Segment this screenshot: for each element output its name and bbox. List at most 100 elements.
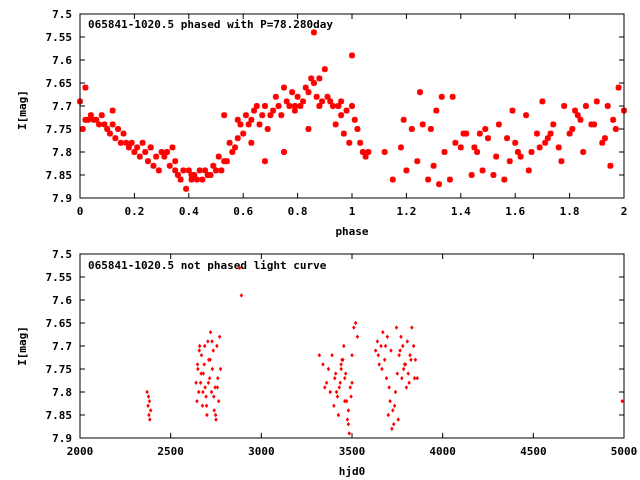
- phased-x-tick-label: 0.2: [124, 205, 144, 218]
- unphased-data-point: [343, 371, 348, 376]
- phased-data-point: [310, 29, 317, 36]
- phased-data-point: [354, 126, 361, 132]
- phased-data-point: [506, 158, 513, 165]
- phased-data-point: [278, 112, 285, 119]
- unphased-data-point: [202, 362, 206, 367]
- phased-data-point: [177, 176, 184, 183]
- phased-data-point: [248, 139, 255, 146]
- phased-data-point: [414, 158, 421, 165]
- unphased-data-point: [147, 399, 152, 404]
- unphased-data-point: [212, 408, 216, 413]
- phased-data-point: [438, 93, 445, 100]
- unphased-data-point: [344, 399, 349, 404]
- phased-data-point: [335, 103, 342, 109]
- phased-data-point: [544, 135, 551, 142]
- phased-y-tick-label: 7.8: [52, 146, 72, 159]
- unphased-data-point: [375, 339, 380, 344]
- unphased-x-tick-label: 5000: [611, 445, 638, 458]
- phased-data-point: [561, 103, 568, 109]
- unphased-data-point: [206, 339, 210, 344]
- phased-y-axis-label: I[mag]: [16, 90, 29, 130]
- phased-data-point: [98, 112, 105, 119]
- unphased-data-point: [382, 357, 387, 362]
- phased-data-point: [240, 130, 247, 137]
- phased-data-point: [615, 84, 622, 91]
- unphased-chart: 065841-1020.5 not phased light curve hjd…: [16, 248, 637, 478]
- phased-data-point: [316, 103, 323, 109]
- phased-x-tick-label: 0: [77, 205, 84, 218]
- phased-data-point: [610, 116, 617, 123]
- unphased-data-point: [216, 376, 220, 381]
- unphased-data-point: [333, 376, 337, 381]
- phased-data-point: [604, 103, 611, 109]
- phased-data-point: [87, 112, 94, 119]
- unphased-data-point: [210, 366, 215, 372]
- unphased-data-point: [379, 343, 383, 349]
- phased-data-point: [183, 185, 190, 192]
- phased-data-point: [234, 116, 241, 123]
- unphased-data-point: [338, 380, 342, 385]
- phased-y-tick-label: 7.5: [52, 8, 72, 21]
- phased-x-tick-label: 0.4: [179, 205, 199, 218]
- phased-data-point: [359, 149, 366, 155]
- phased-data-point: [275, 103, 282, 109]
- phased-data-point: [599, 139, 606, 146]
- phased-y-tick-label: 7.75: [46, 123, 73, 136]
- unphased-points: [145, 265, 624, 436]
- unphased-data-point: [214, 417, 218, 422]
- phased-y-tick-label: 7.6: [52, 54, 72, 67]
- phased-data-point: [310, 80, 317, 86]
- phased-y-tick-label: 7.55: [46, 31, 73, 44]
- unphased-data-point: [209, 389, 214, 395]
- phased-data-point: [517, 153, 524, 160]
- phased-chart: 065841-1020.5 phased with P=78.280day ph…: [16, 8, 627, 238]
- phased-data-point: [365, 149, 372, 155]
- unphased-data-point: [383, 343, 388, 349]
- phased-data-point: [261, 158, 268, 165]
- phased-data-point: [449, 93, 456, 100]
- unphased-data-point: [217, 334, 222, 339]
- phased-data-point: [267, 112, 274, 119]
- unphased-data-point: [342, 343, 346, 349]
- phased-data-point: [452, 139, 459, 146]
- phased-data-point: [286, 103, 293, 109]
- unphased-data-point: [339, 362, 343, 367]
- phased-data-point: [123, 139, 130, 146]
- phased-data-point: [436, 181, 443, 188]
- phased-data-point: [558, 158, 565, 165]
- unphased-x-tick-label: 4000: [429, 445, 456, 458]
- phased-points: [77, 29, 627, 192]
- unphased-data-point: [215, 385, 220, 390]
- phased-data-point: [109, 121, 116, 128]
- unphased-y-tick-label: 7.7: [52, 340, 72, 353]
- phased-data-point: [441, 149, 448, 155]
- unphased-y-tick-label: 7.75: [46, 363, 73, 376]
- unphased-data-point: [146, 403, 150, 408]
- unphased-data-point: [346, 408, 351, 413]
- phased-data-point: [172, 167, 179, 174]
- unphased-data-point: [350, 380, 354, 385]
- unphased-data-point: [195, 399, 199, 404]
- phased-data-point: [294, 93, 301, 100]
- unphased-data-point: [146, 394, 151, 399]
- phased-data-point: [180, 167, 187, 174]
- phased-data-point: [153, 153, 160, 160]
- unphased-data-point: [201, 389, 205, 395]
- phased-data-point: [101, 121, 108, 128]
- unphased-data-point: [202, 343, 207, 349]
- unphased-plot-frame: [79, 253, 625, 439]
- phased-data-point: [158, 149, 165, 155]
- unphased-data-point: [381, 330, 385, 335]
- phased-data-point: [261, 103, 268, 109]
- unphased-data-point: [405, 339, 410, 344]
- phased-data-point: [305, 126, 312, 132]
- phased-data-point: [493, 153, 500, 160]
- unphased-data-point: [391, 408, 395, 413]
- unphased-data-point: [199, 371, 203, 376]
- unphased-data-point: [195, 362, 200, 367]
- phased-data-point: [196, 167, 203, 174]
- phased-data-point: [482, 126, 489, 132]
- phased-data-point: [593, 98, 600, 105]
- unphased-data-point: [349, 394, 353, 399]
- unphased-data-point: [205, 412, 209, 418]
